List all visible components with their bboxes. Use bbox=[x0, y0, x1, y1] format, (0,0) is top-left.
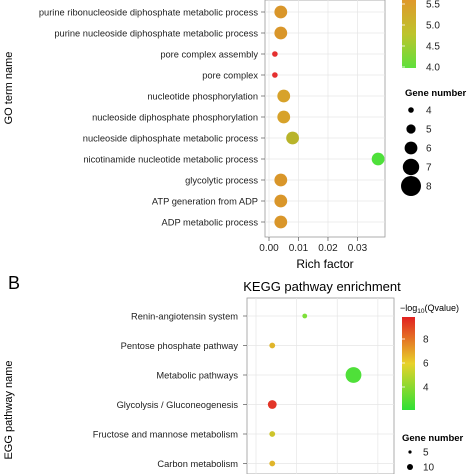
plot-a-y-tick-label: nucleoside diphosphate phosphorylation bbox=[92, 113, 258, 123]
plot-b-size-legend-dot bbox=[407, 464, 413, 470]
plot-a-x-tick-label: 0.00 bbox=[259, 243, 279, 254]
plot-b-point bbox=[269, 431, 276, 437]
plot-a-size-legend-dot bbox=[401, 176, 421, 196]
plot-b-size-legend: Gene number 510 bbox=[402, 433, 464, 474]
plot-a-colorbar-tick-label: 4.0 bbox=[426, 63, 440, 74]
plot-a-y-tick-label: nicotinamide nucleotide metabolic proces… bbox=[83, 155, 258, 165]
plot-b-title: KEGG pathway enrichment bbox=[243, 279, 401, 294]
plot-a-point bbox=[274, 215, 288, 229]
plot-a-color-legend: 5.5 5.0 4.5 4.0 bbox=[402, 0, 440, 74]
plot-b-colorbar-tick-label: 8 bbox=[423, 335, 429, 346]
plot-a-y-tick-label: nucleotide phosphorylation bbox=[147, 92, 258, 102]
plot-a-colorbar-tick-label: 5.5 bbox=[426, 0, 440, 11]
plot-a-points bbox=[272, 5, 385, 229]
plot-a-y-axis: purine ribonucleoside diphosphate metabo… bbox=[39, 8, 265, 228]
plot-a-colorbar-tick-label: 4.5 bbox=[426, 42, 440, 53]
plot-a-point bbox=[277, 110, 291, 124]
plot-a-size-legend-dot bbox=[408, 107, 414, 113]
plot-a-size-legend-dot bbox=[404, 141, 418, 155]
plot-a-x-axis-title: Rich factor bbox=[296, 257, 353, 271]
plot-b-colorbar-ticks: 8 6 4 bbox=[402, 335, 429, 394]
plot-a-point bbox=[371, 152, 385, 166]
plot-a-x-tick-label: 0.01 bbox=[289, 243, 309, 254]
plot-b-point bbox=[302, 313, 308, 319]
plot-a-colorbar-tick-label: 5.0 bbox=[426, 21, 440, 32]
panel-a: purine ribonucleoside diphosphate metabo… bbox=[3, 0, 467, 271]
plot-a-point bbox=[274, 194, 288, 208]
plot-a-point bbox=[277, 89, 291, 103]
plot-a-size-legend-items: 4 5 6 7 8 bbox=[401, 106, 432, 196]
plot-b-colorbar-tick-label: 4 bbox=[423, 383, 429, 394]
plot-a-x-axis: 0.00 0.01 0.02 0.03 bbox=[259, 237, 368, 254]
plot-b-point bbox=[267, 400, 277, 409]
plot-a-size-legend-dot bbox=[402, 158, 420, 176]
plot-a-x-tick-label: 0.03 bbox=[348, 243, 368, 254]
plot-a-y-tick-label: nucleoside diphosphate metabolic process bbox=[83, 134, 259, 144]
plot-b-y-axis-title: EGG pathway name bbox=[3, 360, 15, 459]
plot-a-y-tick-label: glycolytic process bbox=[185, 176, 258, 186]
plot-b-y-axis: Renin-angiotensin system Pentose phosphat… bbox=[93, 312, 247, 469]
plot-a-point bbox=[272, 72, 278, 78]
plot-b-y-tick-label: Pentose phosphate pathway bbox=[121, 341, 239, 351]
plot-b-y-tick-label: Metabolic pathways bbox=[156, 371, 238, 381]
plot-b-point bbox=[345, 367, 362, 383]
plot-b-y-tick-label: Carbon metabolism bbox=[157, 459, 238, 469]
plot-b-size-legend-title: Gene number bbox=[402, 433, 464, 444]
plot-b-color-legend-title: −log10(Qvalue) bbox=[400, 303, 459, 315]
plot-a-y-tick-label: pore complex bbox=[202, 71, 258, 81]
plot-b-size-legend-label: 10 bbox=[423, 463, 435, 474]
plot-a-y-tick-label: ATP generation from ADP bbox=[152, 197, 258, 207]
plot-a-y-tick-label: purine nucleoside diphosphate metabolic … bbox=[54, 29, 258, 39]
plot-a-size-legend-label: 4 bbox=[426, 106, 432, 117]
plot-b-size-legend-label: 5 bbox=[423, 448, 429, 459]
panel-b: B KEGG pathway enrichment Renin-angioten… bbox=[3, 273, 464, 474]
plot-a-point bbox=[274, 5, 288, 19]
plot-a-size-legend-label: 7 bbox=[426, 163, 432, 174]
plot-a-x-tick-label: 0.02 bbox=[318, 243, 338, 254]
plot-a-gridlines bbox=[265, 0, 385, 237]
plot-b-background bbox=[246, 297, 395, 474]
plot-a-colorbar bbox=[402, 0, 416, 68]
plot-b-points bbox=[267, 313, 362, 467]
plot-b-color-legend: −log10(Qvalue) 8 6 4 bbox=[400, 303, 459, 410]
plot-a-y-axis-title: GO term name bbox=[3, 52, 15, 125]
plot-b-colorbar bbox=[402, 317, 415, 410]
plot-b-point bbox=[269, 342, 276, 349]
plot-a-point bbox=[286, 131, 299, 145]
plot-a-y-tick-label: purine ribonucleoside diphosphate metabo… bbox=[39, 8, 258, 18]
plot-a-colorbar-ticks: 5.5 5.0 4.5 4.0 bbox=[402, 0, 440, 74]
plot-a-point bbox=[274, 173, 288, 187]
plot-b-colorbar-tick-label: 6 bbox=[423, 359, 429, 370]
plot-b-size-legend-dot bbox=[408, 450, 412, 454]
plot-b-point bbox=[269, 460, 276, 467]
plot-a-point bbox=[274, 26, 288, 40]
plot-a-y-tick-label: pore complex assembly bbox=[160, 50, 258, 60]
plot-b-y-tick-label: Renin-angiotensin system bbox=[131, 312, 238, 322]
plot-a-y-tick-label: ADP metabolic process bbox=[162, 218, 259, 228]
plot-a-size-legend: Gene number 4 5 6 7 8 bbox=[401, 88, 467, 196]
plot-a-size-legend-label: 5 bbox=[426, 125, 432, 136]
plot-a-size-legend-label: 6 bbox=[426, 144, 432, 155]
plot-a-size-legend-label: 8 bbox=[426, 182, 432, 193]
plot-b-size-legend-items: 510 bbox=[407, 448, 435, 474]
panel-label-b: B bbox=[8, 273, 20, 293]
plot-b-y-tick-label: Glycolysis / Gluconeogenesis bbox=[117, 400, 239, 410]
plot-a-size-legend-title: Gene number bbox=[405, 88, 467, 99]
plot-a-size-legend-dot bbox=[406, 124, 416, 134]
plot-a-point bbox=[272, 51, 278, 57]
plot-b-y-tick-label: Fructose and mannose metabolism bbox=[93, 430, 238, 440]
